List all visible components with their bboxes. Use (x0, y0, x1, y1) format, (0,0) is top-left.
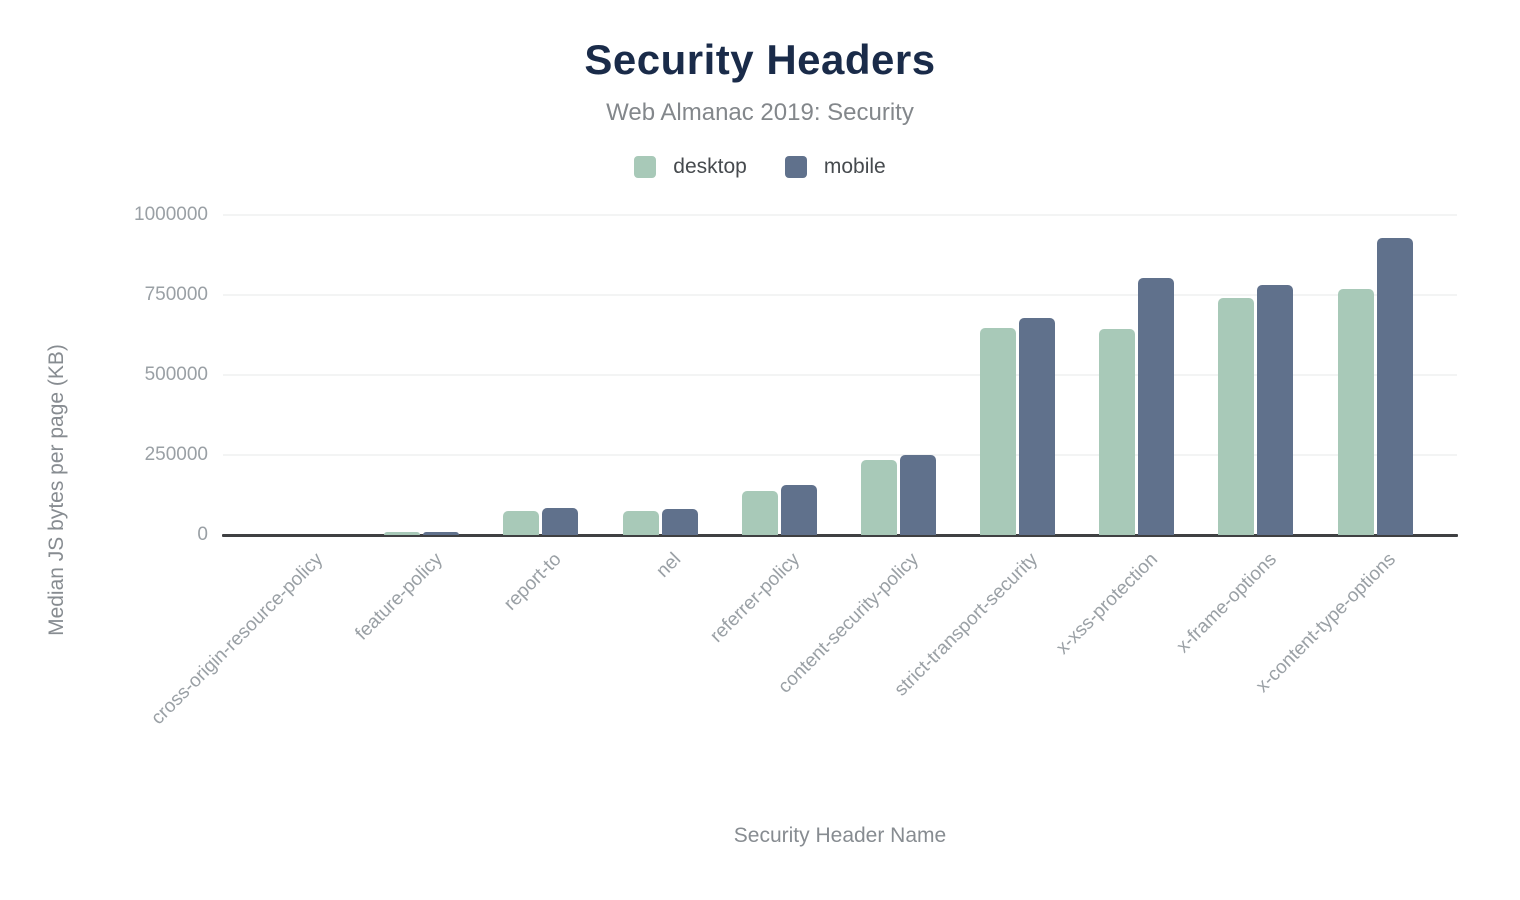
x-tick-label-x-frame-options: x-frame-options (1172, 549, 1281, 658)
bar-mobile-referrer-policy[interactable] (780, 485, 817, 535)
bar-mobile-strict-transport-security[interactable] (1019, 317, 1056, 535)
chart-title: Security Headers (584, 36, 936, 83)
bar-mobile-x-content-type-options[interactable] (1376, 238, 1413, 535)
gridline-750000 (223, 294, 1457, 296)
bar-desktop-referrer-policy[interactable] (741, 490, 778, 535)
desktop-swatch-icon (634, 156, 657, 178)
x-tick-label-report-to: report-to (500, 549, 566, 615)
chart-subtitle: Web Almanac 2019: Security (606, 99, 914, 126)
bar-desktop-x-frame-options[interactable] (1218, 297, 1255, 535)
bar-mobile-x-xss-protection[interactable] (1138, 277, 1175, 535)
bar-desktop-x-xss-protection[interactable] (1099, 328, 1136, 535)
bar-desktop-x-content-type-options[interactable] (1337, 288, 1374, 535)
gridline-250000 (223, 454, 1457, 456)
y-tick-label-250000: 250000 (144, 444, 208, 465)
mobile-swatch-icon (784, 156, 807, 178)
x-axis-title: Security Header Name (733, 824, 947, 847)
legend-item-desktop: desktop (634, 155, 747, 179)
x-tick-label-referrer-policy: referrer-policy (706, 549, 805, 647)
bar-mobile-report-to[interactable] (542, 508, 579, 535)
x-tick-label-x-xss-protection: x-xss-protection (1051, 549, 1162, 659)
bar-desktop-strict-transport-security[interactable] (980, 327, 1017, 535)
x-tick-label-nel: nel (652, 549, 685, 582)
gridline-1000000 (223, 214, 1457, 216)
y-tick-label-1000000: 1000000 (134, 204, 208, 225)
bar-desktop-feature-policy[interactable] (384, 532, 421, 535)
y-tick-label-500000: 500000 (144, 364, 208, 385)
x-axis-line (222, 534, 1458, 537)
legend-label-mobile: mobile (823, 155, 886, 178)
gridline-500000 (223, 374, 1457, 376)
plot-area (222, 214, 1458, 537)
bar-desktop-report-to[interactable] (503, 510, 540, 535)
bar-mobile-nel[interactable] (661, 508, 698, 535)
legend: desktop mobile (0, 155, 1520, 179)
legend-label-desktop: desktop (673, 155, 747, 178)
y-tick-label-0: 0 (197, 524, 208, 545)
bar-desktop-nel[interactable] (622, 510, 659, 535)
x-tick-label-feature-policy: feature-policy (351, 549, 447, 645)
y-axis-title: Median JS bytes per page (KB) (45, 344, 68, 636)
bar-mobile-feature-policy[interactable] (423, 531, 460, 535)
x-tick-label-cross-origin-resource-policy: cross-origin-resource-policy (147, 549, 328, 729)
bar-desktop-content-security-policy[interactable] (860, 459, 897, 535)
y-tick-label-750000: 750000 (144, 284, 208, 305)
bar-mobile-x-frame-options[interactable] (1257, 284, 1294, 535)
legend-item-mobile: mobile (784, 155, 886, 179)
bar-mobile-content-security-policy[interactable] (899, 455, 936, 535)
